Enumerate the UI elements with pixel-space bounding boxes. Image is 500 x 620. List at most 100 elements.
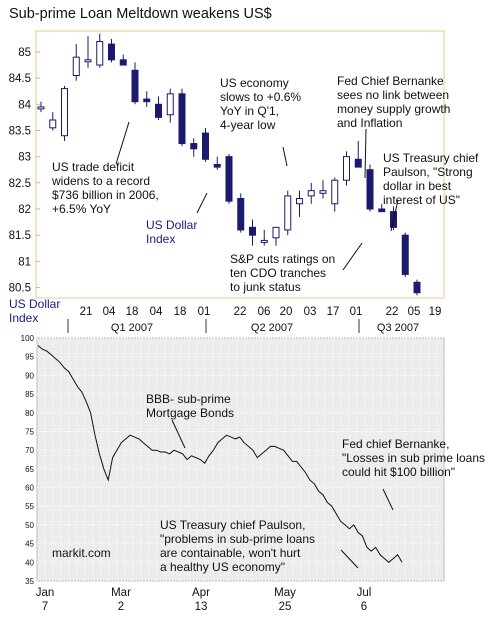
- annotation-trade-deficit: US trade deficit widens to a record $736…: [52, 160, 159, 216]
- bottom-y-tick-label: 35: [25, 577, 34, 586]
- candle-body: [131, 69, 139, 103]
- candle-body: [249, 226, 256, 236]
- bottom-y-tick-label: 90: [25, 371, 34, 380]
- top-x-tick-label: 01: [198, 306, 211, 318]
- top-y-tick-label: 85: [18, 47, 31, 59]
- bbb-series-line: [37, 345, 403, 563]
- candle-body: [413, 281, 421, 294]
- bottom-y-tick-label: 80: [25, 409, 34, 418]
- candle-body: [296, 198, 303, 205]
- candle-body: [84, 59, 92, 63]
- annotation-pointer: [390, 199, 399, 232]
- candle-body: [178, 93, 186, 145]
- candle-body: [61, 88, 68, 137]
- top-y-tick-label: 81.5: [9, 230, 31, 242]
- bottom-x-tick-label: May 25: [274, 587, 296, 613]
- top-plot-frame: [35, 30, 445, 299]
- bottom-plot-frame: [36, 337, 445, 582]
- candle-body: [343, 156, 350, 181]
- top-y-tick-label: 82.5: [9, 178, 31, 190]
- annotation-pointer: [340, 549, 359, 569]
- top-x-tick-label: 03: [304, 306, 317, 318]
- candle-body: [354, 158, 362, 168]
- candle-body: [366, 169, 374, 210]
- bottom-y-tick-label: 75: [25, 427, 34, 436]
- bottom-y-tick-label: 95: [25, 353, 34, 362]
- bottom-y-tick-label: 55: [25, 502, 34, 511]
- chart-title: Sub-prime Loan Meltdown weakens US$: [9, 6, 272, 22]
- top-y-tick-label: 83: [18, 152, 31, 164]
- annotation-pointer: [171, 419, 186, 449]
- bottom-x-tick-label: Jan 7: [36, 587, 55, 613]
- top-y-tick-label: 84: [18, 99, 31, 111]
- candle-body: [37, 106, 45, 110]
- quarter-label: Q1 2007: [111, 322, 153, 334]
- bottom-x-tick-label: Jul 6: [357, 587, 372, 613]
- annotation-pointer: [364, 128, 367, 179]
- top-x-tick-label: 01: [350, 306, 363, 318]
- top-y-tick-label: 82: [18, 204, 31, 216]
- top-x-tick-label: 22: [234, 306, 247, 318]
- candle-body: [284, 195, 292, 231]
- candle-body: [260, 239, 268, 243]
- top-x-tick-label: 05: [408, 306, 421, 318]
- top-x-tick-label: 04: [150, 306, 163, 318]
- candle-body: [202, 132, 209, 160]
- candle-body: [155, 103, 162, 118]
- usd-index-axis-title: US Dollar Index: [9, 297, 61, 325]
- annotation-pointer: [342, 242, 363, 271]
- bottom-y-tick-label: 70: [25, 446, 34, 455]
- bottom-x-tick-label: Apr 13: [192, 587, 210, 613]
- annotation-pointer: [196, 192, 208, 214]
- candle-body: [272, 226, 280, 239]
- top-x-tick-label: 18: [174, 306, 187, 318]
- annotation-pointer: [282, 146, 288, 167]
- top-x-tick-label: 21: [80, 306, 93, 318]
- candle-body: [225, 156, 233, 202]
- annotation-pointer: [382, 488, 394, 511]
- source-credit: markit.com: [52, 546, 111, 560]
- bottom-y-tick-label: 60: [25, 484, 34, 493]
- bottom-x-tick-label: Mar 2: [111, 587, 131, 613]
- bottom-y-tick-label: 85: [25, 390, 34, 399]
- candle-body: [237, 198, 245, 231]
- candle-body: [72, 56, 80, 77]
- candle-body: [49, 119, 57, 129]
- top-x-tick-label: 04: [103, 306, 116, 318]
- candle-body: [307, 190, 315, 197]
- candle-body: [96, 40, 104, 66]
- annotation-bernanke-losses: Fed chief Bernanke, "Losses in sub prime…: [342, 437, 485, 479]
- usd-index-series-label: US Dollar Index: [146, 218, 198, 246]
- top-x-tick-label: 17: [327, 306, 340, 318]
- bottom-y-tick-label: 40: [25, 558, 34, 567]
- annotation-paulson-containable: US Treasury chief Paulson, "problems in …: [160, 518, 315, 574]
- candle-body: [143, 98, 151, 103]
- candle-body: [331, 179, 339, 205]
- candle-body: [319, 190, 327, 194]
- bottom-y-tick-label: 50: [25, 521, 34, 530]
- top-y-tick-label: 80.5: [9, 283, 31, 295]
- candle-body: [190, 143, 198, 150]
- quarter-label: Q3 2007: [377, 322, 419, 334]
- top-x-tick-label: 19: [429, 306, 442, 318]
- top-x-tick-label: 20: [280, 306, 293, 318]
- annotation-bbb: BBB- sub-prime Mortgage Bonds: [146, 392, 235, 420]
- annotation-bernanke-money: Fed Chief Bernanke sees no link between …: [337, 74, 451, 130]
- annotation-sp-cuts: S&P cuts ratings on ten CDO tranches to …: [230, 252, 336, 294]
- bottom-y-tick-label: 45: [25, 540, 34, 549]
- top-y-tick-label: 81: [18, 256, 31, 268]
- top-x-tick-label: 18: [126, 306, 139, 318]
- candle-body: [401, 234, 409, 275]
- bottom-y-tick-label: 65: [25, 465, 34, 474]
- bbb-line-chart: 35 40 45 50 55 60 65 70 75 80 85 90 95 100 Jan 7 Mar 2 Apr…: [21, 334, 445, 613]
- candle-body: [166, 93, 174, 116]
- annotation-economy: US economy slows to +0.6% YoY in Q'1, 4-…: [220, 76, 302, 132]
- candle-body: [213, 164, 221, 168]
- bottom-y-tick-label: 100: [21, 334, 35, 343]
- top-x-tick-label: 06: [258, 306, 271, 318]
- candle-body: [119, 59, 127, 66]
- candle-body: [108, 43, 115, 61]
- quarter-label: Q2 2007: [251, 322, 293, 334]
- candle-body: [378, 208, 386, 213]
